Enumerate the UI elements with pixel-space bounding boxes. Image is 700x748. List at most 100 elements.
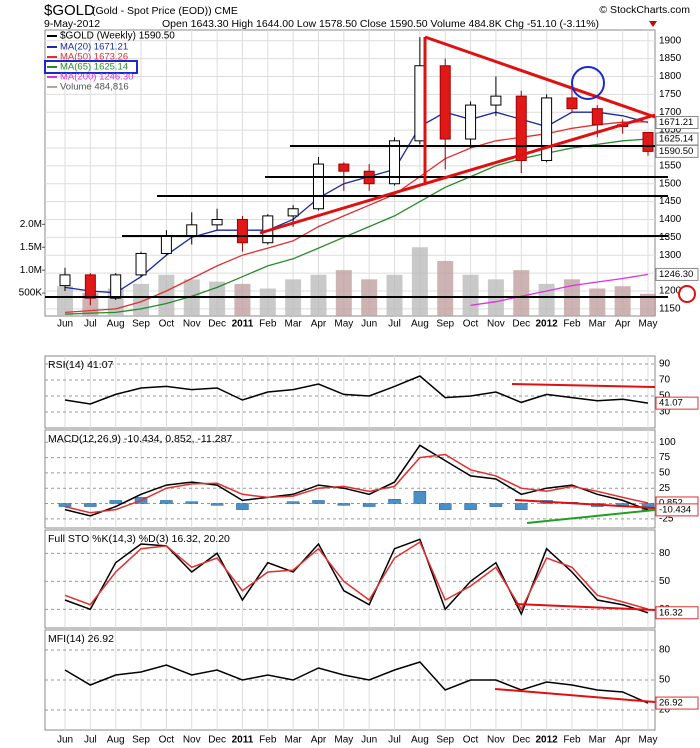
- candle-body: [465, 104, 477, 140]
- x-tick-label: Nov: [183, 735, 201, 746]
- highlight-circle: [571, 66, 605, 100]
- trend-line: [514, 499, 656, 509]
- x-tick-label: May: [334, 319, 353, 330]
- plots: 1150120012501300135014001450150015501600…: [19, 29, 699, 746]
- legend-entry: Volume 484,816: [60, 82, 129, 93]
- candle-body: [439, 65, 451, 140]
- volume-bar: [411, 247, 428, 316]
- value-tag-box: [655, 116, 699, 130]
- x-tick-label: Jun: [57, 319, 73, 330]
- histogram-bar: [312, 500, 325, 504]
- x-tick-label: Jul: [84, 319, 97, 330]
- panel-frame: [44, 529, 656, 629]
- x-tick-label: 2012: [535, 735, 558, 746]
- x-tick-label: Feb: [259, 735, 277, 746]
- down-marker: [649, 21, 657, 27]
- x-tick-label: 2012: [535, 319, 558, 330]
- credit: © StockCharts.com: [599, 4, 690, 16]
- histogram-bar: [286, 501, 300, 504]
- candle-body: [59, 274, 71, 287]
- candle-body: [135, 252, 147, 276]
- y-tick-label: 1200: [659, 286, 682, 297]
- annotations: [45, 35, 696, 703]
- indicator-line: [64, 541, 649, 611]
- symbol: $GOLD: [44, 2, 95, 19]
- x-tick-label: Sep: [436, 735, 454, 746]
- histogram-bar: [438, 503, 452, 510]
- value-tag: 16.32: [659, 607, 683, 618]
- x-tick-label: Dec: [208, 735, 226, 746]
- y-tick-label: 50: [659, 675, 671, 686]
- y-tick-label: 1750: [659, 89, 682, 100]
- y2-tick-label: 1.5M: [20, 242, 42, 253]
- y-tick-label: 90: [659, 359, 671, 370]
- x-tick-label: Dec: [512, 319, 530, 330]
- y2-tick-label: 2.0M: [20, 219, 42, 230]
- x-tick-label: Aug: [411, 319, 429, 330]
- x-tick-label: Oct: [463, 319, 479, 330]
- panel-frame: [44, 29, 656, 317]
- y-tick-label: 30: [659, 407, 671, 418]
- y-tick-label: 1550: [659, 160, 682, 171]
- value-tag: 41.07: [659, 398, 683, 409]
- candle-body: [211, 218, 223, 226]
- x-tick-label: May: [639, 735, 658, 746]
- candle-body: [312, 163, 324, 210]
- y-tick-label: 50: [659, 468, 671, 479]
- y-tick-label: 1650: [659, 125, 682, 136]
- histogram-bar: [236, 503, 249, 510]
- x-tick-label: Dec: [512, 735, 530, 746]
- x-tick-label: Jun: [361, 735, 377, 746]
- legend-entry: MA(65) 1625.14: [60, 62, 128, 73]
- x-tick-label: Sep: [132, 735, 150, 746]
- volume-bar: [57, 286, 73, 316]
- x-tick-label: Aug: [107, 319, 125, 330]
- y-tick-label: 80: [659, 548, 671, 559]
- histogram-bar: [489, 503, 503, 507]
- trend-line: [526, 509, 656, 524]
- volume-bar: [234, 283, 251, 316]
- histogram-bar: [388, 498, 401, 504]
- x-tick-label: Jul: [388, 735, 401, 746]
- volume-bar: [513, 270, 530, 316]
- x-tick-label: Jun: [361, 319, 377, 330]
- y-tick-label: 1500: [659, 178, 682, 189]
- value-tag: 1671.21: [659, 117, 693, 128]
- candle-body: [236, 218, 248, 244]
- x-tick-label: Apr: [615, 735, 631, 746]
- candle-body: [160, 235, 172, 254]
- histogram-bar: [84, 503, 97, 507]
- y-tick-label: 100: [659, 437, 676, 448]
- x-tick-label: Oct: [159, 319, 175, 330]
- trend-line: [259, 113, 656, 235]
- indicator-line: [64, 375, 649, 405]
- x-tick-label: Jul: [388, 319, 401, 330]
- value-tag-box: [655, 606, 699, 620]
- volume-bar: [640, 293, 656, 316]
- volume-bar: [209, 281, 226, 316]
- y-tick-label: 1700: [659, 107, 682, 118]
- candle-body: [541, 97, 553, 161]
- histogram-bar: [185, 501, 198, 504]
- candle-body: [566, 97, 578, 110]
- candle-body: [84, 274, 96, 299]
- y-tick-label: 1900: [659, 35, 682, 46]
- x-tick-label: Sep: [436, 319, 454, 330]
- volume-bar: [462, 274, 479, 316]
- y2-tick-label: 1.0M: [20, 265, 42, 276]
- x-tick-label: 2011: [232, 735, 254, 746]
- trend-line: [424, 35, 656, 119]
- candle-body: [186, 224, 198, 237]
- volume-bar: [158, 274, 175, 316]
- volume-bar: [335, 270, 352, 316]
- x-tick-label: Sep: [132, 319, 150, 330]
- x-tick-label: May: [334, 735, 353, 746]
- x-tick-label: Apr: [615, 319, 631, 330]
- x-tick-label: Jul: [84, 735, 97, 746]
- x-tick-label: Apr: [311, 735, 327, 746]
- y-tick-label: 80: [659, 645, 671, 656]
- x-tick-label: Feb: [563, 735, 581, 746]
- y-tick-label: 1800: [659, 71, 682, 82]
- date: 9-May-2012: [44, 18, 100, 30]
